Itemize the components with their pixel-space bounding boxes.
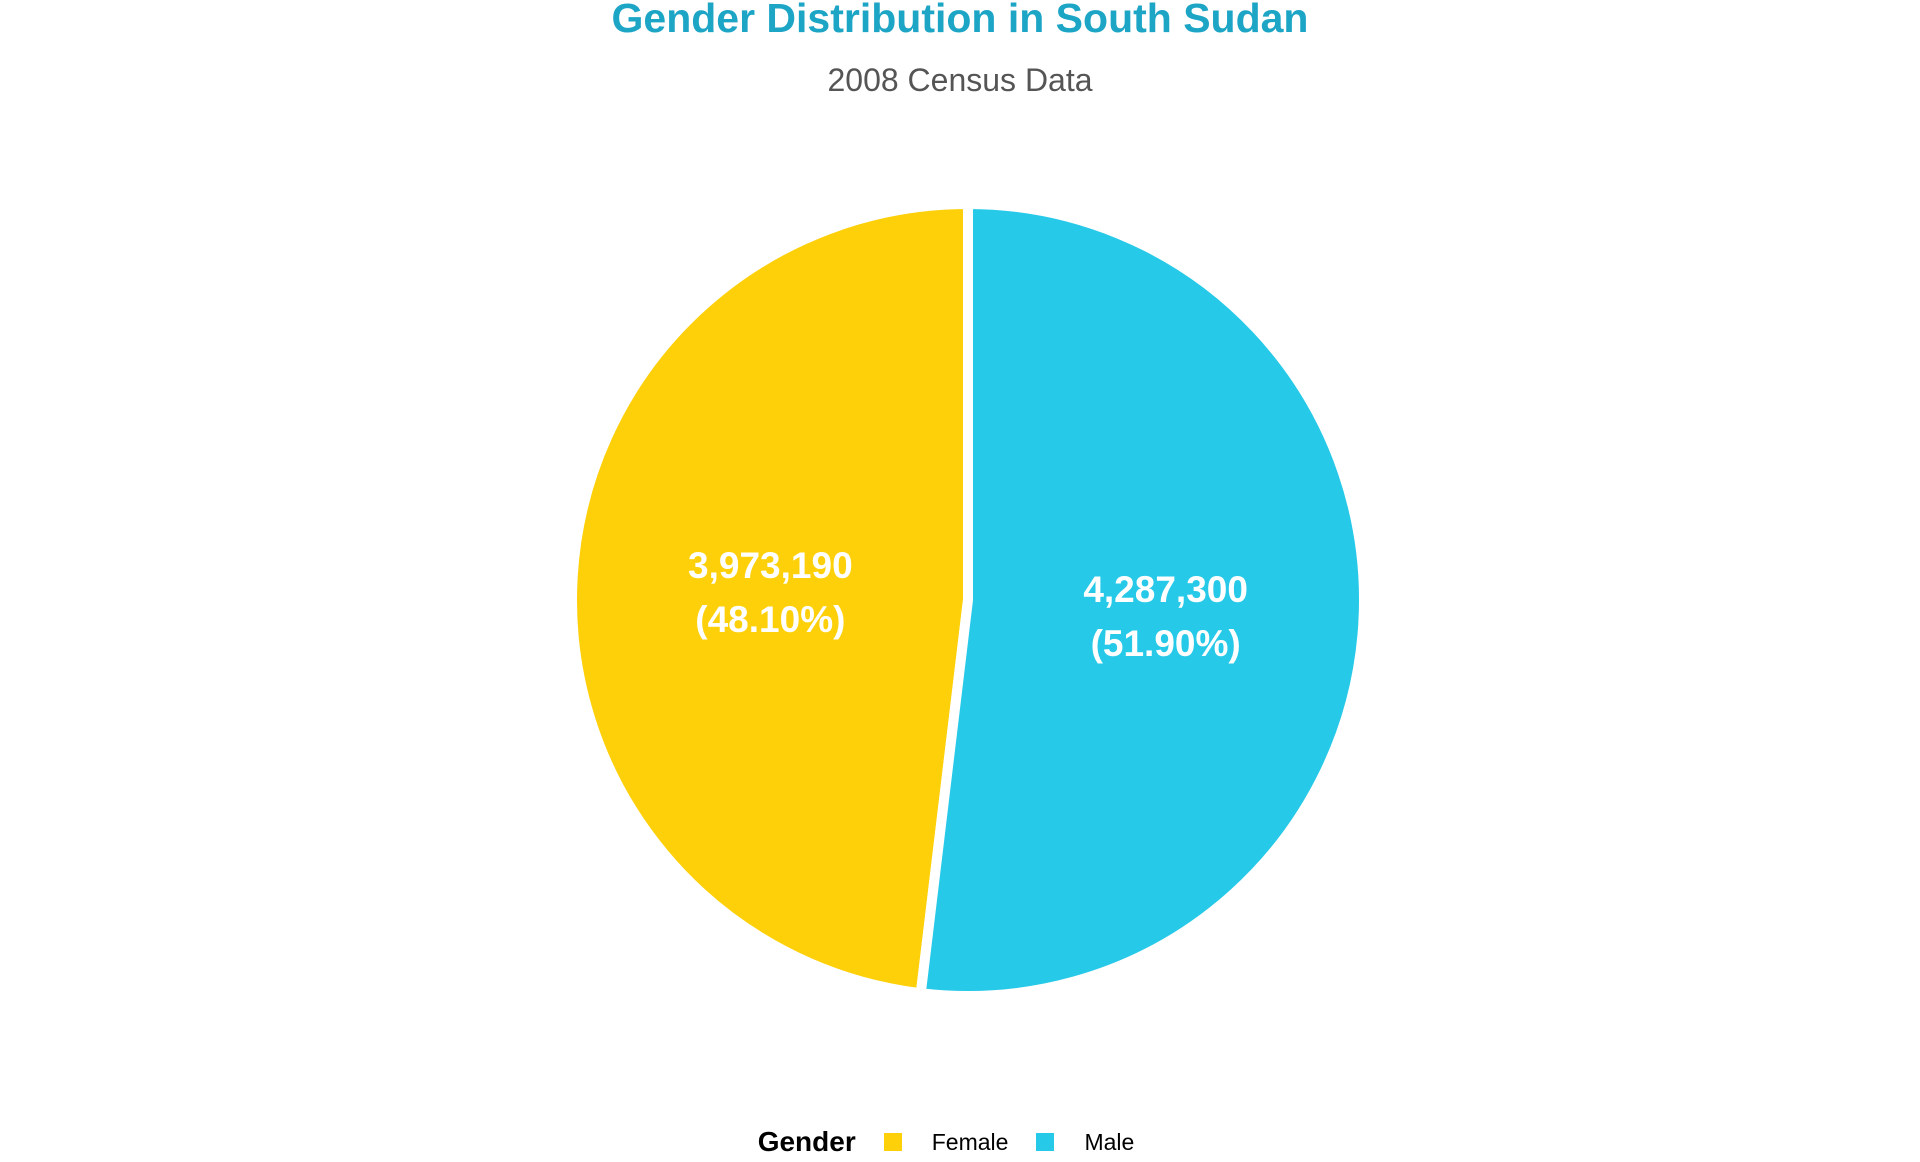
pie-labels: 3,973,190 (48.10%) 4,287,300 (51.90%) <box>688 545 1248 664</box>
legend-item-male: Male <box>1036 1129 1134 1156</box>
slice-value-label-female: 3,973,190 <box>688 545 853 586</box>
legend: Gender Female Male <box>0 1122 1920 1162</box>
pie-slice-female <box>566 198 973 999</box>
chart-title: Gender Distribution in South Sudan <box>611 0 1309 41</box>
chart-subtitle: 2008 Census Data <box>827 62 1093 98</box>
pie-chart: 3,973,190 (48.10%) 4,287,300 (51.90%) <box>566 198 1369 1001</box>
pie-slices <box>566 198 1369 1001</box>
legend-swatch-male <box>1036 1133 1055 1151</box>
legend-label-male: Male <box>1084 1128 1135 1155</box>
legend-title: Gender <box>757 1126 856 1157</box>
slice-value-label-male: 4,287,300 <box>1083 569 1248 610</box>
slice-percent-label-male: (51.90%) <box>1091 623 1241 664</box>
pie-slice-male <box>915 198 1369 1001</box>
slice-percent-label-female: (48.10%) <box>695 599 845 640</box>
legend-label-female: Female <box>931 1128 1009 1155</box>
legend-item-female: Female <box>883 1128 1009 1156</box>
legend-swatch-female <box>883 1133 902 1151</box>
